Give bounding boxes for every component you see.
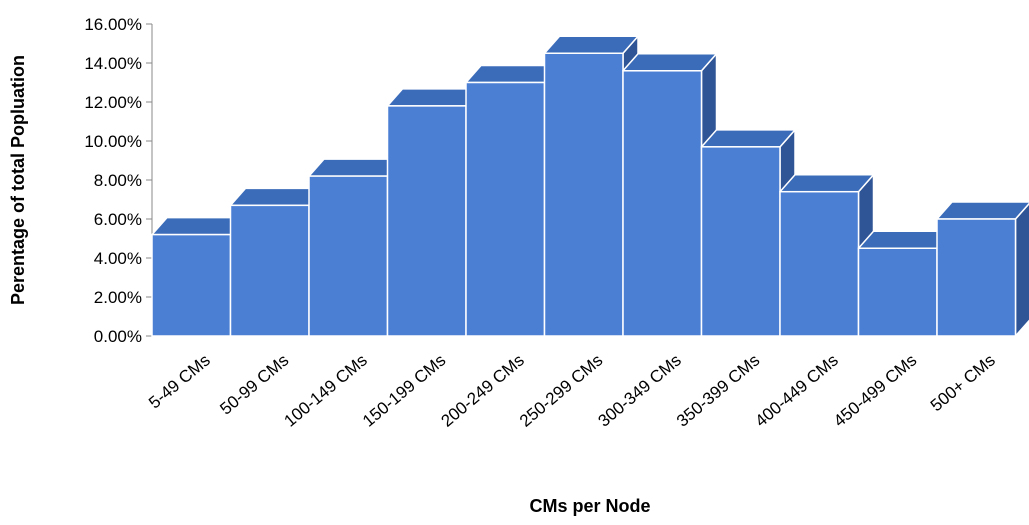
y-tick-label: 16.00% (84, 15, 142, 34)
x-tick-label: 350-399 CMs (673, 351, 763, 431)
x-tick-label: 50-99 CMs (216, 351, 292, 419)
y-tick-label: 2.00% (94, 288, 142, 307)
bar-front-face (465, 81, 546, 337)
y-axis-title: Perentage of total Popluation (8, 55, 28, 305)
bar (936, 201, 1029, 337)
y-tick-label: 14.00% (84, 54, 142, 73)
bar-front-face (857, 247, 938, 337)
x-tick-label: 450-499 CMs (830, 351, 920, 431)
x-tick-label: 200-249 CMs (437, 351, 527, 431)
x-tick-label: 400-449 CMs (751, 351, 841, 431)
x-tick-label: 150-199 CMs (359, 351, 449, 431)
bar-front-face (700, 146, 781, 337)
bar-front-face (622, 70, 703, 337)
bar-front-face (936, 218, 1017, 337)
x-axis-title: CMs per Node (529, 496, 650, 516)
bar-front-face (151, 233, 232, 337)
bar-side-face (1014, 202, 1029, 337)
y-tick-label: 10.00% (84, 132, 142, 151)
x-tick-label: 500+ CMs (927, 351, 999, 416)
bar-front-face (229, 204, 310, 337)
bar-front-face (386, 105, 467, 337)
y-tick-label: 6.00% (94, 210, 142, 229)
y-tick-label: 8.00% (94, 171, 142, 190)
bar-top-face (936, 201, 1029, 220)
bar-front-face (543, 52, 624, 337)
bar-top-face (779, 173, 875, 193)
bar-front-face (779, 190, 860, 337)
y-tick-label: 12.00% (84, 93, 142, 112)
bars (151, 35, 1029, 337)
bar-top-face (700, 129, 796, 148)
x-tick-label: 5-49 CMs (145, 351, 214, 413)
x-tick-label: 300-349 CMs (594, 351, 684, 431)
y-axis-ticks: 0.00% 2.00% 4.00% 6.00% 8.00% 10.00% 12.00% 14.… (84, 15, 152, 346)
x-tick-label: 100-149 CMs (280, 351, 370, 431)
bar-top-face (622, 53, 718, 72)
y-tick-label: 0.00% (94, 327, 142, 346)
bar-front-face (308, 175, 389, 337)
bar-top-face (543, 35, 639, 54)
y-tick-label: 4.00% (94, 249, 142, 268)
x-tick-label: 250-299 CMs (516, 351, 606, 431)
